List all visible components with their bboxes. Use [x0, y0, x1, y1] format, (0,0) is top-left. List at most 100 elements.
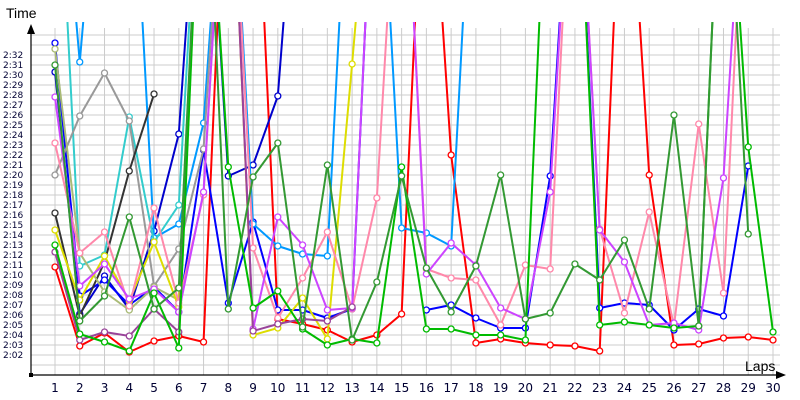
x-tick-label: 28: [716, 381, 731, 395]
data-point: [125, 117, 133, 125]
data-point: [298, 241, 307, 249]
data-point: [298, 294, 307, 302]
data-point: [274, 92, 282, 100]
x-tick-label: 2: [76, 381, 84, 395]
data-point: [76, 58, 84, 66]
x-tick-label: 27: [691, 381, 706, 395]
data-point: [719, 312, 728, 320]
data-point: [51, 226, 59, 234]
data-point: [546, 309, 554, 317]
data-point: [51, 263, 59, 271]
data-point: [51, 209, 59, 217]
data-point: [521, 315, 530, 323]
data-point: [472, 262, 480, 270]
data-point: [645, 208, 653, 216]
data-point: [373, 278, 381, 286]
x-axis-title: Laps: [745, 358, 775, 374]
data-point: [150, 204, 158, 212]
series-red: [51, 22, 777, 356]
data-point: [447, 308, 455, 316]
data-point: [645, 321, 653, 329]
x-tick-label: 19: [493, 381, 508, 395]
x-tick-label: 14: [369, 381, 384, 395]
data-point: [397, 172, 406, 180]
data-point: [51, 139, 59, 147]
data-point: [348, 336, 356, 344]
x-tick-label: 30: [765, 381, 780, 395]
data-point: [274, 213, 282, 221]
data-point: [274, 242, 282, 250]
data-point: [472, 339, 480, 347]
data-point: [769, 328, 777, 336]
data-point: [51, 241, 59, 249]
y-tick-label: 2:19: [3, 181, 23, 191]
x-tick-label: 5: [150, 381, 158, 395]
data-point: [422, 264, 431, 272]
x-tick-label: 10: [270, 381, 285, 395]
data-point: [397, 163, 406, 171]
origin-marker: [29, 373, 33, 377]
y-tick-label: 2:26: [3, 111, 23, 121]
data-point: [249, 173, 257, 181]
y-axis-arrow-icon: [27, 24, 35, 34]
data-point: [596, 226, 604, 234]
y-tick-label: 2:14: [3, 231, 23, 241]
x-tick-label: 22: [567, 381, 582, 395]
data-point: [447, 151, 455, 159]
data-point: [249, 327, 257, 335]
x-tick-label: 4: [125, 381, 133, 395]
data-point: [422, 325, 431, 333]
y-tick-label: 2:31: [3, 61, 23, 71]
data-point: [76, 342, 84, 350]
data-point: [175, 201, 183, 209]
data-point: [274, 320, 282, 328]
y-tick-labels: 2:022:032:042:052:062:072:082:092:102:11…: [3, 51, 23, 361]
data-point: [274, 139, 282, 147]
x-tick-label: 7: [200, 381, 208, 395]
data-point: [224, 305, 232, 313]
data-point: [100, 328, 109, 336]
x-tick-label: 25: [642, 381, 657, 395]
data-point: [744, 333, 752, 341]
data-point: [199, 338, 208, 346]
data-point: [76, 330, 84, 338]
y-tick-label: 2:27: [3, 101, 23, 111]
x-tick-labels: 1 2 3 4 5 6 7 8 9 10 11 12 13 14 15 16 17 18 19 20 21 22 23 24 2…: [51, 381, 780, 395]
data-point: [51, 45, 59, 53]
x-tick-label: 20: [518, 381, 533, 395]
data-point: [100, 276, 109, 284]
data-point: [76, 249, 84, 257]
data-point: [125, 167, 133, 175]
data-point: [645, 171, 653, 179]
x-tick-label: 17: [443, 381, 458, 395]
data-point: [472, 314, 480, 322]
y-tick-label: 2:32: [3, 51, 23, 61]
data-point: [769, 336, 777, 344]
data-point: [125, 213, 133, 221]
data-point: [620, 309, 629, 317]
data-point: [744, 230, 752, 238]
data-point: [695, 340, 703, 348]
data-point: [695, 120, 703, 128]
x-tick-label: 1: [51, 381, 59, 395]
x-tick-label: 8: [224, 381, 232, 395]
data-point: [100, 228, 109, 236]
data-point: [521, 336, 530, 344]
data-point: [719, 334, 728, 342]
data-point: [348, 60, 356, 68]
series-line: [75, 22, 464, 257]
data-point: [100, 292, 109, 300]
data-point: [100, 260, 109, 268]
data-point: [397, 224, 406, 232]
data-point: [546, 265, 554, 273]
data-point: [150, 289, 158, 297]
data-point: [150, 337, 158, 345]
data-point: [373, 194, 381, 202]
y-tick-label: 2:21: [3, 161, 23, 171]
data-point: [546, 188, 554, 196]
x-tick-label: 13: [344, 381, 359, 395]
y-tick-label: 2:25: [3, 121, 23, 131]
x-tick-label: 11: [295, 381, 310, 395]
series-line: [54, 22, 213, 287]
y-tick-label: 2:30: [3, 71, 23, 81]
